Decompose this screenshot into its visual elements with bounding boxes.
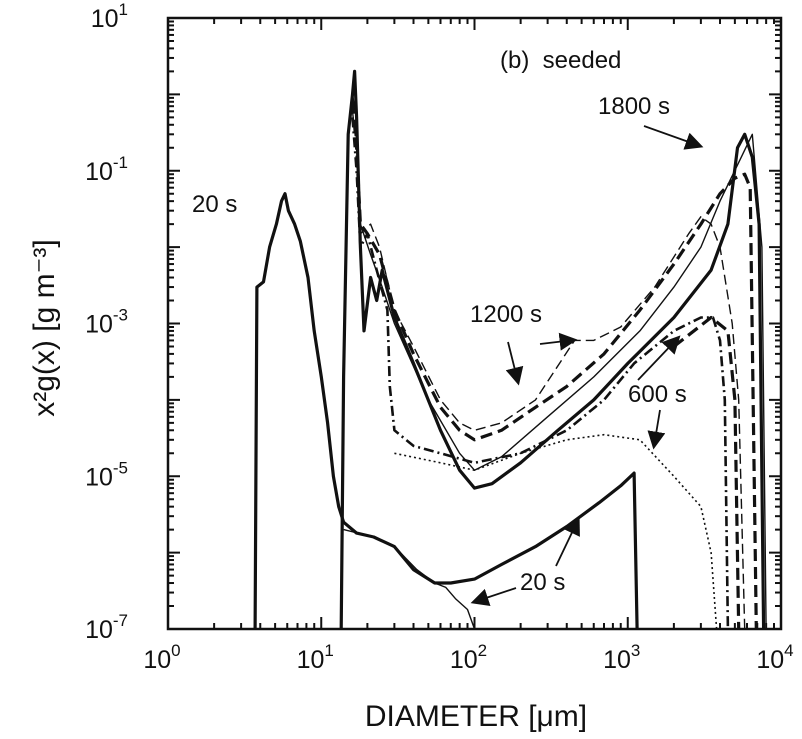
tick-label-x-4: 104: [756, 641, 793, 674]
y-axis-title: x²g(x) [g m⁻³]: [28, 239, 61, 417]
panel-label: (b) seeded: [500, 47, 621, 74]
tick-label-y-2: 10-3: [85, 306, 128, 339]
tick-labels: 100 101 102 103 104 10-7 10-5 10-3 10-1 101: [85, 0, 794, 674]
annotation-arrow: [637, 335, 681, 381]
series-line: [351, 111, 746, 630]
x-axis-title: DIAMETER [μm]: [365, 700, 587, 733]
series-line: [351, 94, 767, 630]
tick-label-y-0: 10-7: [85, 611, 128, 644]
annotation-arrow: [470, 587, 517, 606]
annotations: 20 s 1800 s 1200 s 600 s 20 s: [192, 93, 704, 606]
tick-marks: [167, 18, 781, 630]
annotation-arrow: [647, 409, 666, 450]
annotation-label: 20 s: [192, 191, 237, 218]
tick-label-x-2: 102: [450, 641, 487, 674]
annotation-label: 1200 s: [470, 301, 542, 328]
tick-label-y-4: 101: [91, 0, 128, 33]
series-line: [672, 315, 741, 630]
series-line: [394, 433, 718, 630]
annotation-arrow: [643, 125, 704, 150]
annotation-label: 600 s: [628, 381, 687, 408]
annotation-arrow: [555, 516, 580, 567]
annotation-arrow: [539, 332, 578, 351]
tick-label-x-3: 103: [603, 641, 640, 674]
series-layer: [253, 69, 767, 630]
series-line: [253, 192, 639, 630]
annotation-label: 1800 s: [598, 93, 670, 120]
tick-label-y-1: 10-5: [85, 458, 128, 491]
annotation-label: 20 s: [520, 569, 565, 596]
tick-label-x-1: 101: [297, 641, 334, 674]
series-line: [339, 69, 766, 630]
tick-label-x-0: 100: [143, 641, 180, 674]
series-line: [343, 528, 476, 630]
tick-label-y-3: 10-1: [85, 153, 128, 186]
annotation-arrow: [505, 341, 524, 386]
series-line: [351, 117, 730, 630]
series-line: [350, 101, 758, 630]
